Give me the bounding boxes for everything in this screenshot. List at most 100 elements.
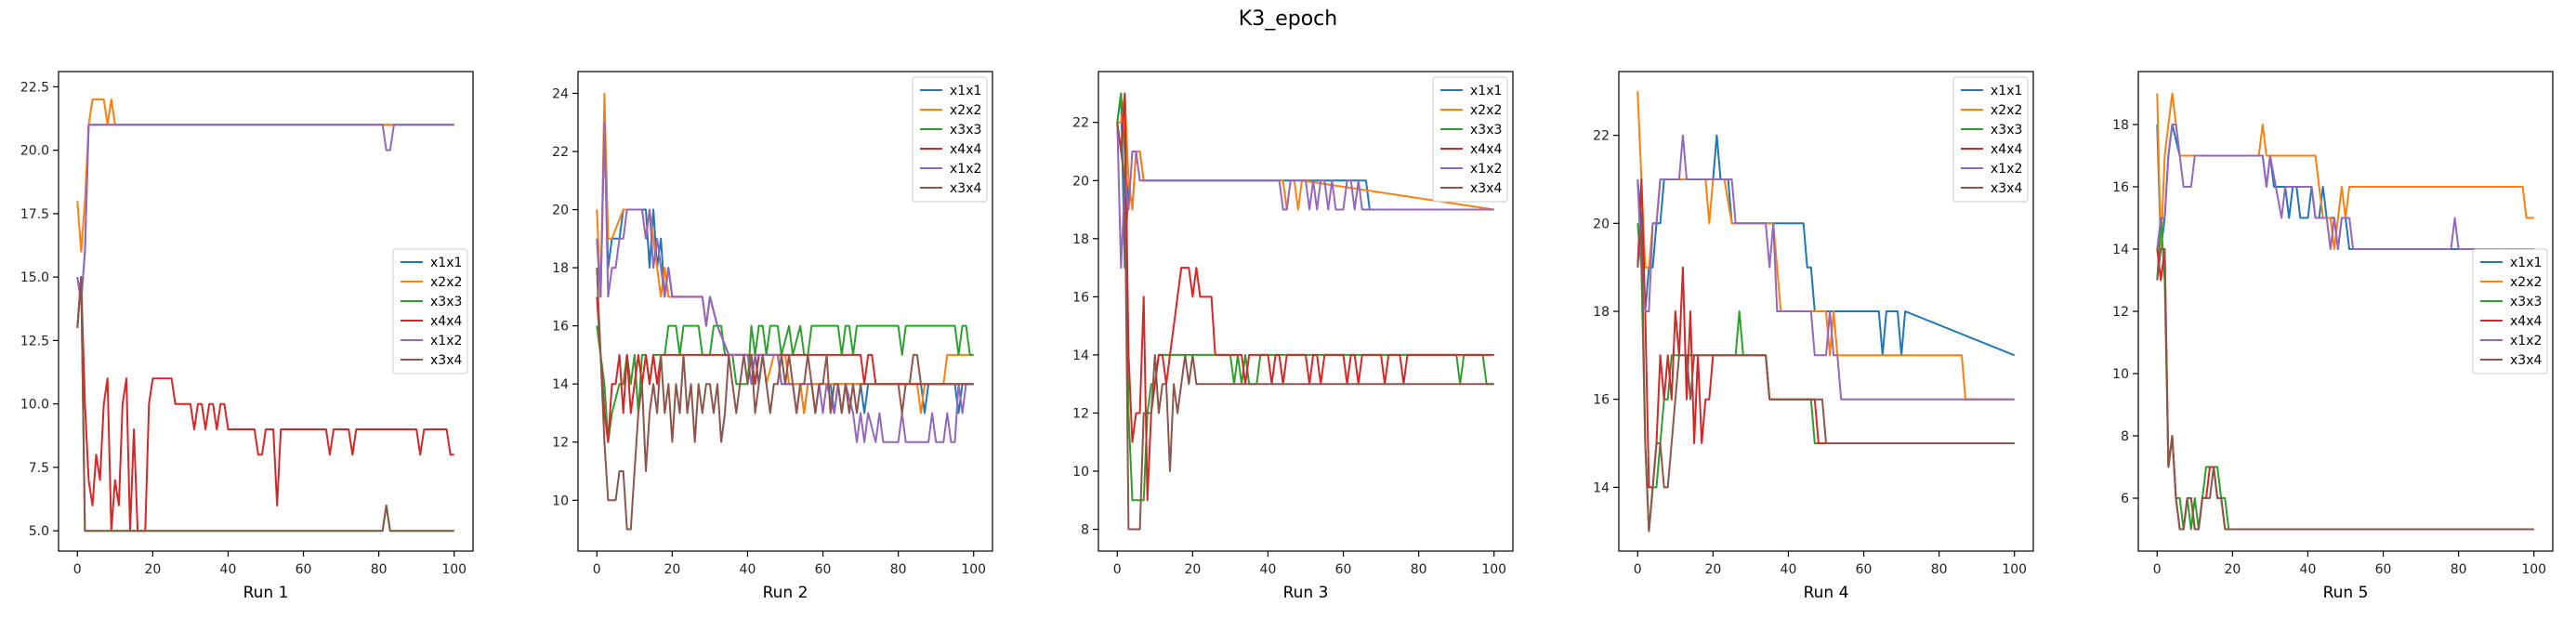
y-tick-label: 8 xyxy=(1081,523,1089,538)
y-tick-label: 18 xyxy=(1072,232,1089,247)
legend-label-x2x2: x2x2 xyxy=(430,275,462,290)
x-tick-label: 40 xyxy=(2300,562,2317,577)
x-tick-label: 0 xyxy=(2153,562,2162,577)
legend-label-x1x1: x1x1 xyxy=(430,256,462,270)
legend-label-x4x4: x4x4 xyxy=(430,314,462,329)
y-tick-label: 22 xyxy=(1072,116,1089,131)
y-tick-label: 16 xyxy=(1593,393,1610,408)
legend-label-x4x4: x4x4 xyxy=(1470,142,1502,157)
legend-label-x1x1: x1x1 xyxy=(950,84,981,99)
x-tick-label: 100 xyxy=(1481,562,1506,577)
series-line-x2x2 xyxy=(2156,92,2534,250)
y-tick-label: 18 xyxy=(552,261,569,276)
x-tick-label: 80 xyxy=(1931,562,1948,577)
legend-label-x4x4: x4x4 xyxy=(1991,142,2022,157)
chart-panel-1: 0 20 40 60 80 100 5.0 7.5 10.0 12.5 15.0 17.5 20.0 22… xyxy=(20,71,474,602)
legend-label-x1x1: x1x1 xyxy=(1991,84,2022,99)
y-tick-label: 12 xyxy=(1072,406,1089,421)
y-tick-label: 10 xyxy=(1072,465,1089,480)
series-line-x1x2 xyxy=(1116,122,1494,270)
legend: x1x1 x2x2 x3x3 x4x4 x1x2 x3x4 xyxy=(2472,248,2548,375)
legend-label-x1x2: x1x2 xyxy=(2510,334,2542,348)
x-axis-label: Run 1 xyxy=(243,584,289,602)
y-tick-label: 24 xyxy=(552,86,569,101)
y-tick-label: 8 xyxy=(2121,429,2129,444)
y-tick-label: 18 xyxy=(1593,305,1610,320)
x-tick-label: 40 xyxy=(1781,562,1797,577)
series-line-x3x3 xyxy=(1116,92,1494,502)
x-tick-label: 60 xyxy=(815,562,832,577)
series-line-x1x2 xyxy=(2156,124,2534,250)
chart-panel-2: 0 20 40 60 80 100 10 12 14 16 18 20 22 24 Run 2 x1x1 x2x… xyxy=(552,71,993,602)
series-line-x4x4 xyxy=(596,296,974,443)
y-tick-label: 14 xyxy=(1593,480,1610,495)
x-tick-label: 60 xyxy=(296,562,312,577)
x-tick-label: 40 xyxy=(1260,562,1277,577)
chart-panel-3: 0 20 40 60 80 100 8 10 12 14 16 18 20 22 Run 3 x1x1 x2x2… xyxy=(1072,71,1514,602)
legend-label-x4x4: x4x4 xyxy=(950,142,981,157)
x-tick-label: 60 xyxy=(1335,562,1352,577)
axes-frame xyxy=(58,71,474,552)
legend-label-x3x3: x3x3 xyxy=(1991,123,2022,138)
legend: x1x1 x2x2 x3x3 x4x4 x1x2 x3x4 xyxy=(392,248,468,375)
legend-label-x1x1: x1x1 xyxy=(2510,256,2542,270)
y-tick-label: 20.0 xyxy=(20,144,49,159)
y-tick-label: 14 xyxy=(552,377,569,392)
x-tick-label: 40 xyxy=(220,562,237,577)
legend-label-x3x4: x3x4 xyxy=(2510,353,2542,368)
y-tick-label: 12 xyxy=(2112,305,2129,320)
legend-label-x2x2: x2x2 xyxy=(950,103,981,118)
chart-panel-5: 0 20 40 60 80 100 6 8 10 12 14 16 18 Run 5 x1x1 x2x2 x3x… xyxy=(2112,71,2554,602)
legend-label-x3x4: x3x4 xyxy=(430,353,462,368)
y-tick-label: 14 xyxy=(2112,243,2129,257)
series-line-x3x4 xyxy=(2156,248,2534,531)
series-line-x3x3 xyxy=(1636,223,2015,533)
legend-label-x1x2: x1x2 xyxy=(1991,162,2022,177)
series-line-x1x2 xyxy=(1636,134,2015,401)
y-tick-label: 10 xyxy=(2112,367,2129,382)
x-tick-label: 80 xyxy=(371,562,388,577)
legend-label-x3x3: x3x3 xyxy=(950,123,981,138)
x-tick-label: 40 xyxy=(740,562,756,577)
x-tick-label: 20 xyxy=(144,562,161,577)
y-tick-label: 12.5 xyxy=(20,334,49,348)
y-tick-label: 16 xyxy=(2112,180,2129,195)
legend-box xyxy=(912,76,988,203)
series-line-x1x2 xyxy=(76,124,454,304)
series-line-x1x2 xyxy=(596,121,974,443)
legend-label-x3x3: x3x3 xyxy=(1470,123,1502,138)
series-line-x3x4 xyxy=(1116,122,1494,531)
x-tick-label: 20 xyxy=(1184,562,1201,577)
y-tick-label: 7.5 xyxy=(29,461,49,476)
legend-label-x2x2: x2x2 xyxy=(1991,103,2022,118)
legend-label-x3x3: x3x3 xyxy=(430,295,462,309)
axes-frame xyxy=(1097,71,1514,552)
x-axis-label: Run 2 xyxy=(763,584,808,602)
y-tick-label: 14 xyxy=(1072,348,1089,363)
x-tick-label: 0 xyxy=(73,562,82,577)
x-tick-label: 20 xyxy=(2224,562,2241,577)
x-tick-label: 20 xyxy=(1704,562,1721,577)
legend: x1x1 x2x2 x3x3 x4x4 x1x2 x3x4 xyxy=(912,76,988,203)
legend-label-x2x2: x2x2 xyxy=(1470,103,1502,118)
y-tick-label: 6 xyxy=(2121,492,2129,506)
x-tick-label: 100 xyxy=(441,562,467,577)
x-tick-label: 80 xyxy=(1411,562,1427,577)
legend-box xyxy=(1432,76,1508,203)
legend-label-x1x2: x1x2 xyxy=(1470,162,1502,177)
legend-label-x3x4: x3x4 xyxy=(1991,181,2022,196)
y-tick-label: 10.0 xyxy=(20,398,49,413)
series-line-x1x1 xyxy=(1636,134,2016,357)
x-tick-label: 0 xyxy=(593,562,601,577)
series-line-x3x4 xyxy=(76,276,454,533)
figure-title: K3_epoch xyxy=(1239,7,1337,31)
legend: x1x1 x2x2 x3x3 x4x4 x1x2 x3x4 xyxy=(1432,76,1508,203)
axes-frame xyxy=(577,71,993,552)
series-line-x4x4 xyxy=(76,276,454,533)
legend-label-x4x4: x4x4 xyxy=(2510,314,2542,329)
y-tick-label: 22 xyxy=(1593,129,1610,144)
x-tick-label: 100 xyxy=(961,562,986,577)
y-tick-label: 10 xyxy=(552,493,569,508)
legend-label-x3x4: x3x4 xyxy=(950,181,981,196)
